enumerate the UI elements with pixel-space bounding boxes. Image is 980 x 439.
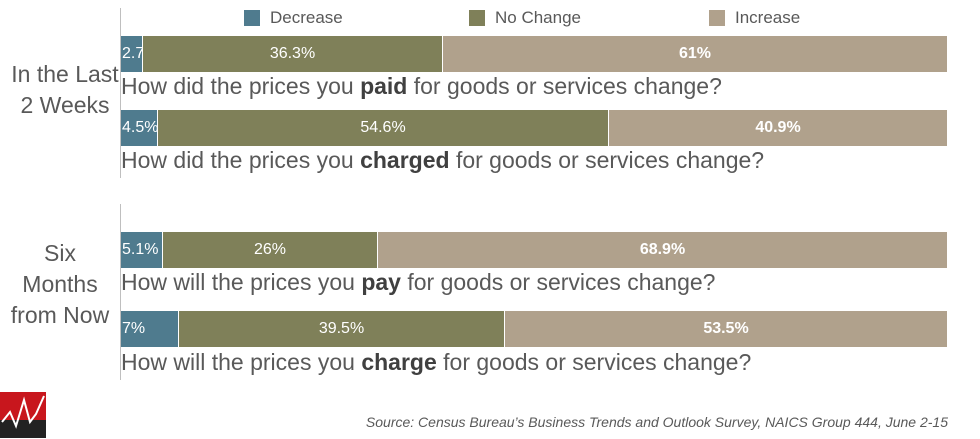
question-keyword: charged (360, 147, 450, 173)
question-text: How will the prices you (121, 349, 362, 375)
data-label: 53.5% (703, 320, 749, 337)
group-label-last-2-weeks: In the Last 2 Weeks (11, 61, 119, 118)
question-text: for goods or services change? (407, 73, 722, 99)
data-label: 5.1% (122, 241, 159, 258)
question-label: How will the prices you pay for goods or… (121, 269, 715, 296)
bar-segment-increase: 53.5% (505, 311, 947, 347)
question-text: How will the prices you (121, 269, 362, 295)
bar-segment-decrease: 2.7% (121, 36, 158, 72)
axis-line-bottom (120, 204, 121, 380)
question-label: How will the prices you charge for goods… (121, 349, 751, 376)
legend-item-no-change: No Change (469, 8, 581, 28)
question-text: for goods or services change? (449, 147, 765, 173)
stacked-bar: 2.7% 36.3% 61% (121, 36, 947, 72)
bar-segment-increase: 68.9% (378, 232, 947, 268)
bar-segment-no-change: 26% (163, 232, 378, 268)
question-text: for goods or services change? (436, 349, 752, 375)
source-note: Source: Census Bureau’s Business Trends … (365, 414, 948, 430)
legend-item-increase: Increase (709, 8, 800, 28)
data-label: 39.5% (318, 320, 365, 337)
data-label: 40.9% (755, 119, 801, 136)
question-keyword: pay (361, 269, 401, 295)
group-label-six-months: Six Months from Now (10, 240, 110, 328)
stacked-bar: 5.1% 26% 68.9% (121, 232, 947, 268)
bar-segment-decrease: 7% (121, 311, 179, 347)
question-label: How did the prices you paid for goods or… (121, 73, 722, 100)
data-label: 7% (122, 320, 146, 337)
legend-swatch-no-change (469, 10, 485, 26)
axis-line-top (120, 8, 121, 178)
legend-label: No Change (495, 8, 582, 27)
question-text: for goods or services change? (400, 269, 716, 295)
bar-segment-no-change: 39.5% (179, 311, 505, 347)
data-label: 26% (253, 241, 287, 258)
data-label: 4.5% (122, 119, 159, 136)
legend-label: Decrease (270, 8, 343, 27)
question-keyword: charge (361, 349, 437, 375)
data-label: 68.9% (639, 241, 686, 258)
legend-swatch-increase (709, 10, 725, 26)
data-label: 54.6% (360, 119, 406, 136)
stacked-bar: 7% 39.5% 53.5% (121, 311, 947, 347)
question-label: How did the prices you charged for goods… (121, 147, 764, 174)
question-keyword: paid (360, 73, 408, 99)
stacked-bar: 4.5% 54.6% 40.9% (121, 110, 947, 146)
legend: Decrease No Change Increase (0, 8, 980, 30)
chart-line-logo-icon (0, 392, 46, 438)
data-label: 61% (678, 45, 712, 62)
bar-segment-no-change: 54.6% (158, 110, 609, 146)
legend-swatch-decrease (244, 10, 260, 26)
question-text: How did the prices you (121, 73, 361, 99)
bar-segment-no-change: 36.3% (143, 36, 443, 72)
bar-segment-decrease: 4.5% (121, 110, 158, 146)
legend-item-decrease: Decrease (244, 8, 343, 28)
question-text: How did the prices you (121, 147, 361, 173)
bar-segment-increase: 61% (443, 36, 947, 72)
bar-segment-decrease: 5.1% (121, 232, 163, 268)
bar-segment-increase: 40.9% (609, 110, 947, 146)
data-label: 36.3% (269, 45, 316, 62)
legend-label: Increase (735, 8, 801, 27)
